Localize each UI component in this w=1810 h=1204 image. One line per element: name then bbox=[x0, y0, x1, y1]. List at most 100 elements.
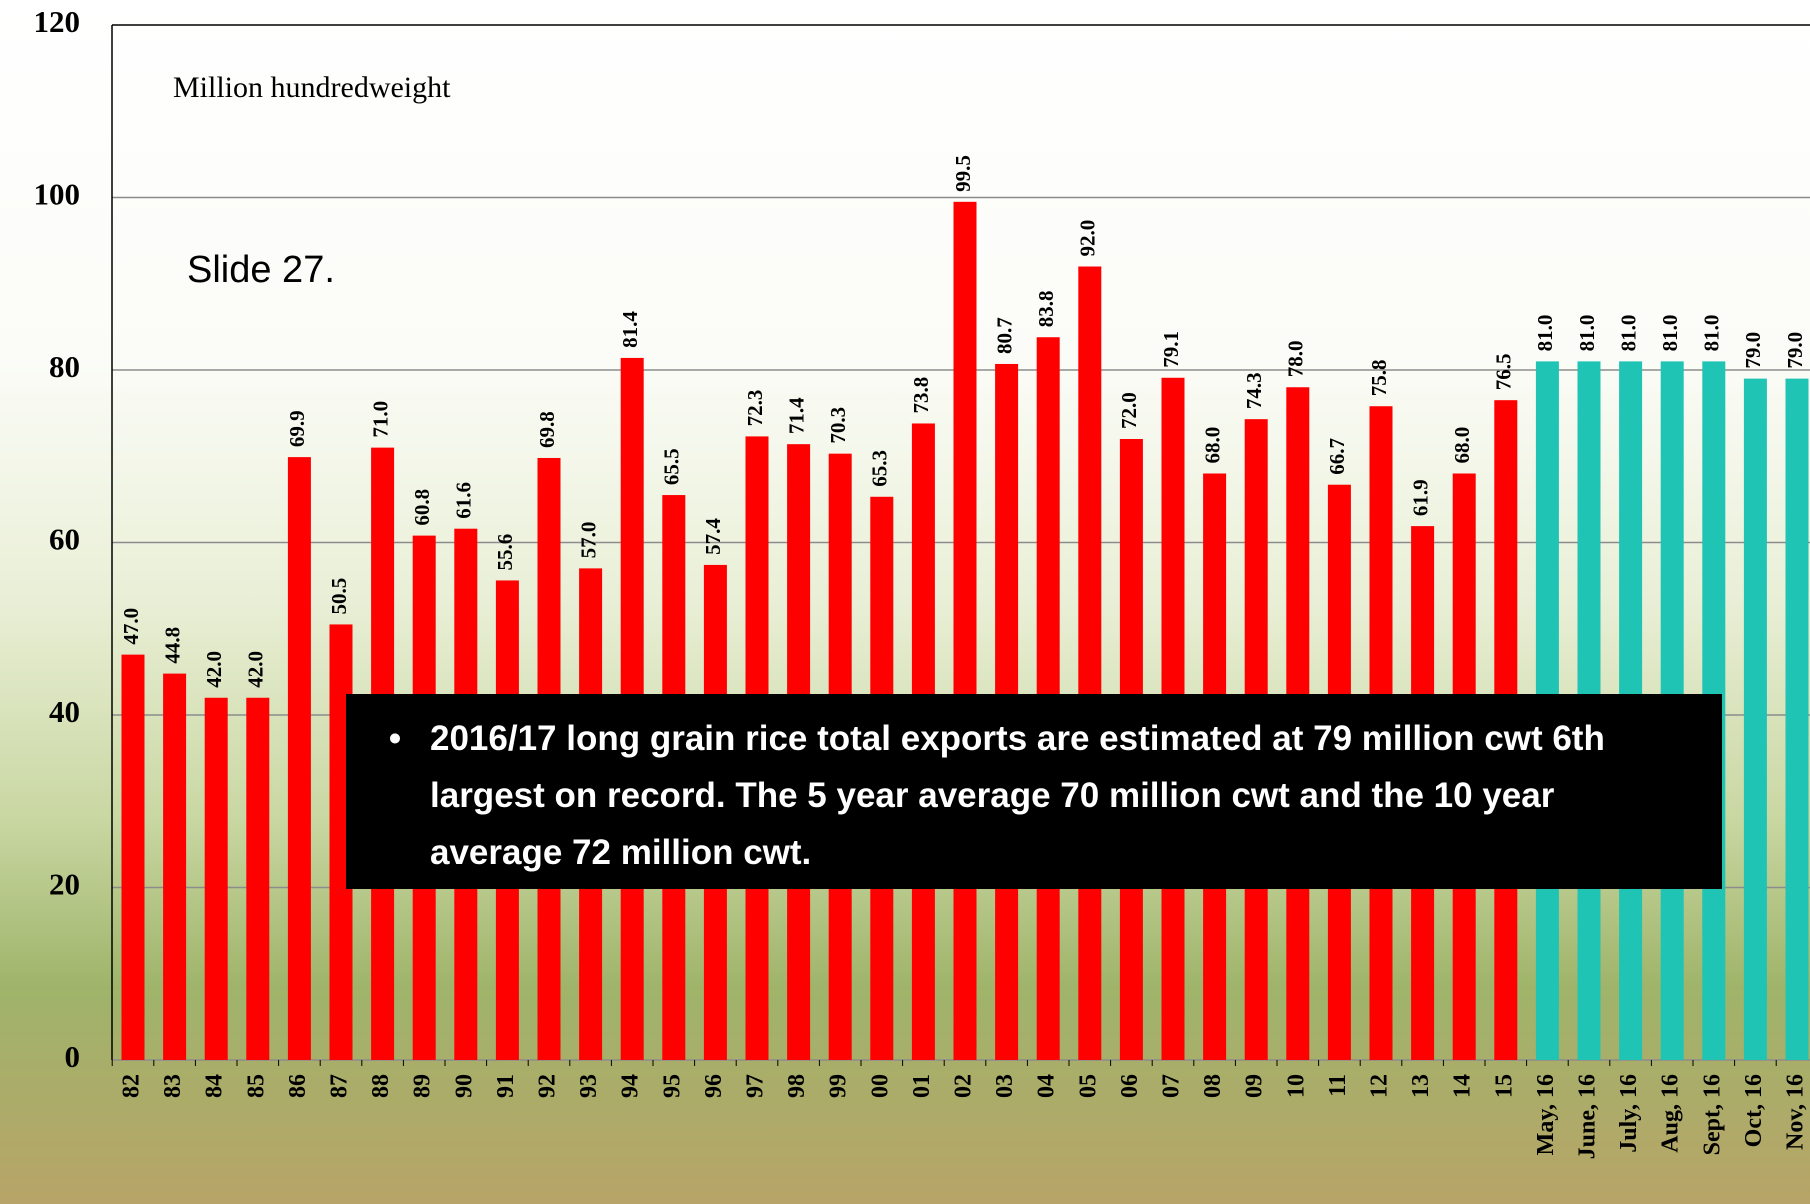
x-tick-label: 11 bbox=[1325, 1074, 1351, 1097]
x-tick-label: 85 bbox=[243, 1074, 269, 1098]
value-label: 47.0 bbox=[119, 608, 143, 645]
value-label: 81.0 bbox=[1533, 315, 1557, 352]
value-label: 57.0 bbox=[576, 522, 600, 559]
value-label: 92.0 bbox=[1076, 220, 1100, 257]
value-label: 76.5 bbox=[1492, 353, 1516, 390]
x-tick-label: 03 bbox=[992, 1074, 1018, 1098]
x-tick-label: 94 bbox=[618, 1074, 644, 1098]
value-label: 74.3 bbox=[1242, 372, 1266, 409]
x-tick-label: 15 bbox=[1491, 1074, 1517, 1098]
bar bbox=[204, 697, 228, 1060]
value-label: 79.0 bbox=[1741, 332, 1765, 369]
x-tick-label: 08 bbox=[1200, 1074, 1226, 1098]
x-tick-label: 88 bbox=[368, 1074, 394, 1098]
value-label: 81.0 bbox=[1575, 315, 1599, 352]
x-tick-label: 92 bbox=[535, 1074, 561, 1098]
x-tick-label: 04 bbox=[1034, 1074, 1060, 1098]
y-tick-label: 0 bbox=[65, 1039, 81, 1074]
value-label: 73.8 bbox=[909, 377, 933, 414]
bar bbox=[246, 697, 270, 1060]
value-label: 42.0 bbox=[202, 651, 226, 688]
value-label: 69.8 bbox=[535, 411, 559, 448]
bar bbox=[163, 673, 187, 1060]
value-label: 65.3 bbox=[868, 450, 892, 487]
x-tick-label: May, 16 bbox=[1533, 1074, 1559, 1155]
bullet: • bbox=[388, 719, 402, 758]
x-tick-label: 82 bbox=[119, 1074, 145, 1098]
y-tick-label: 80 bbox=[49, 349, 80, 384]
value-label: 80.7 bbox=[992, 317, 1016, 354]
x-tick-label: 06 bbox=[1117, 1074, 1143, 1098]
x-tick-label: 14 bbox=[1450, 1074, 1476, 1098]
x-tick-label: 86 bbox=[285, 1074, 311, 1098]
value-label: 99.5 bbox=[951, 155, 975, 192]
annotation-box: • 2016/17 long grain rice total exports … bbox=[346, 694, 1722, 889]
x-tick-label: 89 bbox=[410, 1074, 436, 1098]
x-tick-label: 13 bbox=[1408, 1074, 1434, 1098]
value-label: 72.3 bbox=[743, 390, 767, 427]
x-tick-label: 90 bbox=[451, 1074, 477, 1098]
value-label: 81.4 bbox=[618, 311, 642, 348]
bar bbox=[121, 654, 145, 1060]
value-label: 81.0 bbox=[1616, 315, 1640, 352]
value-label: 61.9 bbox=[1408, 479, 1432, 516]
x-tick-label: 00 bbox=[867, 1074, 893, 1098]
value-label: 81.0 bbox=[1658, 315, 1682, 352]
x-tick-label: 91 bbox=[493, 1074, 519, 1098]
bar bbox=[287, 457, 311, 1060]
x-tick-label: Sept, 16 bbox=[1699, 1074, 1725, 1155]
value-label: 55.6 bbox=[493, 534, 517, 571]
x-tick-label: July, 16 bbox=[1616, 1074, 1642, 1153]
x-tick-label: June, 16 bbox=[1575, 1074, 1601, 1159]
value-label: 78.0 bbox=[1284, 341, 1308, 378]
value-label: 72.0 bbox=[1117, 392, 1141, 429]
value-label: 42.0 bbox=[244, 651, 268, 688]
bar bbox=[953, 201, 977, 1060]
x-tick-label: Nov, 16 bbox=[1783, 1074, 1809, 1150]
x-tick-label: 02 bbox=[951, 1074, 977, 1098]
x-tick-label: Aug, 16 bbox=[1658, 1074, 1684, 1153]
y-tick-label: 60 bbox=[49, 522, 80, 557]
x-tick-label: 95 bbox=[659, 1074, 685, 1098]
value-label: 79.0 bbox=[1783, 332, 1807, 369]
value-label: 44.8 bbox=[160, 627, 184, 664]
x-tick-label: 07 bbox=[1159, 1074, 1185, 1098]
value-label: 68.0 bbox=[1450, 427, 1474, 464]
bar bbox=[1785, 378, 1809, 1060]
x-tick-label: 99 bbox=[826, 1074, 852, 1098]
value-label: 79.1 bbox=[1159, 331, 1183, 368]
x-tick-label: 10 bbox=[1283, 1074, 1309, 1098]
x-tick-label: 83 bbox=[160, 1074, 186, 1098]
y-tick-label: 120 bbox=[34, 4, 81, 39]
x-tick-label: 84 bbox=[202, 1074, 228, 1098]
slide-label: Slide 27. bbox=[187, 249, 335, 291]
value-label: 66.7 bbox=[1325, 438, 1349, 475]
value-label: 71.4 bbox=[784, 397, 808, 434]
x-tick-label: 93 bbox=[576, 1074, 602, 1098]
x-tick-label: 09 bbox=[1242, 1074, 1268, 1098]
value-label: 75.8 bbox=[1367, 359, 1391, 396]
value-label: 60.8 bbox=[410, 489, 434, 526]
x-tick-label: 12 bbox=[1367, 1074, 1393, 1098]
value-label: 65.5 bbox=[660, 448, 684, 485]
value-label: 61.6 bbox=[452, 482, 476, 519]
bar bbox=[1743, 378, 1767, 1060]
value-label: 70.3 bbox=[826, 407, 850, 444]
x-tick-label: 87 bbox=[327, 1074, 353, 1098]
y-tick-label: 20 bbox=[49, 867, 80, 902]
value-label: 81.0 bbox=[1700, 315, 1724, 352]
x-tick-label: 97 bbox=[743, 1074, 769, 1098]
value-label: 57.4 bbox=[701, 518, 725, 555]
value-label: 50.5 bbox=[327, 578, 351, 615]
y-tick-label: 100 bbox=[34, 177, 81, 212]
x-tick-label: 96 bbox=[701, 1074, 727, 1098]
x-tick-label: Oct, 16 bbox=[1741, 1074, 1767, 1147]
value-label: 68.0 bbox=[1200, 427, 1224, 464]
unit-label: Million hundredweight bbox=[173, 71, 451, 104]
x-tick-label: 98 bbox=[784, 1074, 810, 1098]
value-label: 69.9 bbox=[285, 410, 309, 447]
value-label: 71.0 bbox=[368, 401, 392, 438]
value-label: 83.8 bbox=[1034, 290, 1058, 327]
